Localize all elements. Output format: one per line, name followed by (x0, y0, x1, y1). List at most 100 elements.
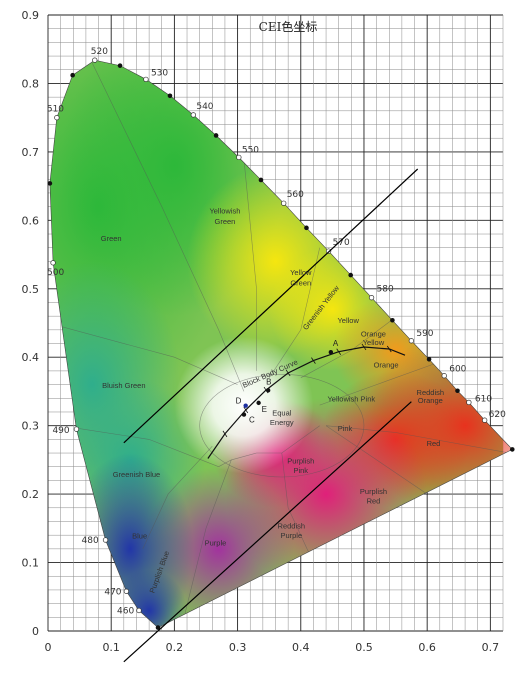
wavelength-label: 560 (287, 190, 304, 200)
named-point-label: E (262, 405, 267, 414)
x-tick-label: 0.7 (482, 641, 500, 654)
black-body-tick (361, 343, 367, 351)
locus-marker-open (482, 417, 488, 423)
gamut-fill (49, 60, 513, 628)
region-boundary (180, 459, 232, 628)
locus-marker-open (102, 537, 109, 543)
wavelength-label: 570 (333, 238, 350, 248)
region-label: Pink (293, 466, 308, 475)
locus-marker-filled (70, 72, 75, 78)
named-points: A B C D E (236, 339, 339, 424)
wavelength-label: 530 (151, 68, 168, 78)
wavelength-label: 550 (242, 145, 259, 155)
locus-marker-open (136, 607, 142, 614)
locus-marker-open (236, 154, 242, 161)
locus-marker-filled (167, 93, 173, 99)
x-tick-label: 0.6 (418, 641, 436, 654)
region-boundary (281, 452, 314, 563)
region-label: Green (215, 217, 236, 226)
region-label: Yellow (337, 316, 359, 325)
region-label: Orange (374, 360, 399, 369)
locus-marker-open (123, 588, 130, 594)
wavelength-label: 540 (196, 102, 213, 112)
locus-marker-filled (348, 272, 354, 278)
locus-marker-filled (155, 625, 161, 630)
region-label: Energy (270, 418, 294, 427)
locus-marker-open (408, 338, 415, 344)
black-body-tick (285, 369, 291, 377)
black-body-tick (336, 348, 342, 355)
region-label: Red (367, 497, 381, 506)
region-boundaries (49, 62, 510, 628)
named-point-label: A (333, 339, 339, 348)
wavelength-label: 470 (104, 587, 121, 597)
region-boundary (91, 62, 245, 392)
region-label: Greenish Blue (113, 470, 161, 479)
region-label: Bluish Green (102, 381, 145, 390)
locus-marker-open (441, 373, 447, 379)
locus-marker-filled (304, 225, 309, 231)
locus-marker-filled (390, 317, 395, 323)
locus-marker-filled (47, 181, 53, 186)
y-tick-label: 0.7 (22, 146, 40, 159)
wavelength-label: 580 (377, 285, 394, 295)
region-boundary (300, 319, 393, 379)
named-point-marker (265, 388, 271, 393)
black-body-line (207, 346, 406, 459)
x-tick-label: 0 (45, 641, 52, 654)
locus-marker-open (50, 260, 56, 266)
region-boundary (325, 425, 428, 495)
y-tick-label: 0.4 (22, 351, 40, 364)
region-label: Purple (205, 538, 227, 547)
region-label: Yellow (363, 338, 385, 347)
locus-marker-filled (426, 356, 432, 362)
region-boundary (319, 363, 434, 406)
y-tick-label: 0.8 (22, 77, 40, 90)
named-point-marker (241, 412, 247, 417)
named-point-marker (256, 400, 261, 406)
locus-marker-open (92, 57, 98, 63)
region-label: Green (290, 278, 311, 287)
region-boundary (142, 445, 213, 550)
region-boundary (268, 247, 320, 378)
named-point-label: C (249, 416, 255, 425)
region-boundary (326, 425, 510, 454)
wavelength-label: 600 (449, 365, 466, 375)
locus-marker-filled (213, 133, 219, 138)
white-region-outline (199, 374, 365, 478)
locus-marker-filled (117, 63, 123, 68)
wavelength-label: 610 (475, 394, 492, 404)
region-boundary (60, 425, 219, 467)
region-boundary (243, 158, 257, 371)
x-tick-label: 0.2 (166, 641, 184, 654)
locus-marker-filled (455, 388, 460, 394)
wavelength-label: 460 (117, 606, 134, 616)
guide-lines (123, 168, 419, 663)
region-label: Purple (280, 531, 302, 540)
wavelength-label: 620 (489, 410, 506, 420)
locus-marker-open (190, 112, 196, 118)
guide-line (123, 168, 419, 444)
black-body-tick (222, 430, 228, 438)
x-tick-label: 0.1 (102, 641, 120, 654)
region-label: Orange (361, 330, 386, 339)
region-label: Yellowish Pink (327, 395, 375, 404)
region-label: Red (427, 439, 441, 448)
wavelength-label: 490 (52, 426, 69, 436)
y-tick-label: 0.1 (22, 557, 40, 570)
wavelength-label: 480 (82, 536, 99, 546)
locus-marker-filled (509, 447, 515, 452)
region-label: Reddish (417, 388, 445, 397)
locus-marker-open (73, 426, 80, 432)
locus-marker-open (54, 115, 60, 121)
locus-marker-open (281, 200, 287, 206)
named-point-marker (243, 403, 248, 408)
x-tick-label: 0.5 (355, 641, 373, 654)
wavelength-label: 500 (47, 268, 64, 278)
y-tick-label: 0.9 (22, 9, 40, 22)
x-tick-label: 0.4 (292, 641, 310, 654)
region-label: Green (101, 234, 122, 243)
wavelength-label: 590 (416, 329, 433, 339)
axes: 0 0.1 0.2 0.3 0.4 0.5 0.6 0.7 0 0.1 0.2 0.3 0.4 0.5 0.… (22, 9, 500, 654)
